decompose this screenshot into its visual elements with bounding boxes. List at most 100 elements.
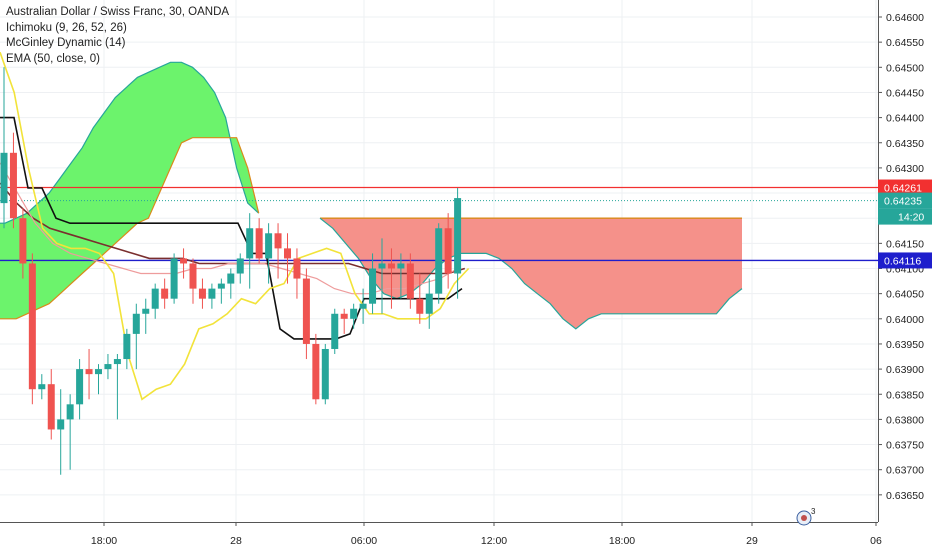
candle-body[interactable] [170, 258, 178, 299]
y-tick-label: 0.64150 [886, 238, 924, 250]
ichimoku-label[interactable]: Ichimoku (9, 26, 52, 26) [6, 21, 127, 34]
candle-body[interactable] [142, 308, 150, 314]
candle-body[interactable] [246, 228, 254, 259]
symbol-title[interactable]: Australian Dollar / Swiss Franc, 30, OAN… [6, 6, 230, 18]
candle-body[interactable] [416, 298, 424, 314]
candle-body[interactable] [132, 313, 140, 334]
candle-body[interactable] [454, 198, 462, 274]
candle-body[interactable] [9, 152, 17, 219]
x-tick-label: 06:00 [351, 535, 377, 547]
candle-body[interactable] [180, 258, 188, 264]
chart-logo-icon[interactable]: 3 [796, 507, 816, 526]
y-tick-label: 0.63750 [886, 440, 924, 452]
bear-cloud-bottom-line [319, 217, 743, 330]
candle-body[interactable] [321, 348, 329, 400]
x-tick-label: 12:00 [481, 535, 507, 547]
candle-body[interactable] [95, 369, 102, 375]
y-tick-label: 0.64600 [886, 12, 924, 24]
last-price-badge-text: 0.64235 [884, 196, 922, 208]
candle-body[interactable] [378, 263, 386, 269]
last-price-badge[interactable] [878, 192, 932, 209]
y-tick-label: 0.64550 [886, 37, 924, 49]
candle-body[interactable] [369, 268, 377, 304]
candle-body[interactable] [85, 369, 93, 375]
candle-body[interactable] [189, 263, 197, 289]
candle-body[interactable] [123, 333, 131, 360]
y-tick-label: 0.63850 [886, 389, 924, 401]
candle-body[interactable] [76, 369, 84, 405]
candle-body[interactable] [435, 228, 443, 294]
y-tick-label: 0.63800 [886, 414, 924, 426]
y-tick-label: 0.63900 [886, 364, 924, 376]
senkou-span-b-line [0, 137, 260, 320]
candle-body[interactable] [57, 419, 65, 430]
logo-badge-number: 3 [811, 507, 816, 516]
price-axis[interactable] [878, 0, 932, 550]
candle-body[interactable] [198, 288, 206, 299]
candle-body[interactable] [425, 293, 433, 314]
mcginley-label[interactable]: McGinley Dynamic (14) [6, 37, 126, 49]
candle-body[interactable] [113, 359, 121, 365]
candle-body[interactable] [387, 263, 395, 269]
countdown-badge[interactable] [878, 208, 932, 225]
candle-body[interactable] [0, 152, 8, 204]
candle-body[interactable] [331, 313, 339, 349]
y-tick-label: 0.63950 [886, 339, 924, 351]
blue-line-price-badge[interactable] [878, 252, 932, 269]
tenkan-line [0, 51, 470, 401]
ichimoku-cloud-bullish [0, 62, 259, 319]
x-tick-label: 18:00 [91, 535, 117, 547]
x-tick-label: 29 [746, 535, 758, 547]
candle-body[interactable] [28, 263, 36, 390]
candle-body[interactable] [265, 233, 273, 259]
candle-body[interactable] [227, 273, 235, 284]
y-tick-label: 0.64300 [886, 163, 924, 175]
x-tick-label: 18:00 [609, 535, 635, 547]
candle-body[interactable] [302, 278, 310, 344]
y-tick-label: 0.64000 [886, 314, 924, 326]
candle-body[interactable] [217, 283, 225, 289]
x-tick-label: 28 [230, 535, 242, 547]
ichimoku-cloud-bearish [320, 218, 742, 329]
y-tick-label: 0.64050 [886, 289, 924, 301]
candle-body[interactable] [38, 384, 46, 390]
candle-body[interactable] [236, 258, 244, 274]
candle-body[interactable] [19, 218, 27, 264]
candle-body[interactable] [350, 308, 358, 319]
candle-body[interactable] [284, 248, 291, 259]
logo-dot [801, 515, 807, 521]
candle-body[interactable] [151, 288, 159, 309]
countdown-text: 14:20 [898, 212, 924, 224]
y-tick-label: 0.64500 [886, 62, 924, 74]
candle-body[interactable] [397, 263, 405, 269]
ema-label[interactable]: EMA (50, close, 0) [6, 52, 100, 65]
red-line-price-badge[interactable] [878, 179, 932, 196]
senkou-span-a-line [0, 61, 260, 224]
candle-body[interactable] [293, 258, 301, 279]
mcginley-line [0, 162, 458, 295]
candle-body[interactable] [255, 228, 263, 259]
y-tick-label: 0.64450 [886, 87, 924, 99]
candle-body[interactable] [444, 228, 452, 274]
candle-body[interactable] [47, 384, 55, 430]
candle-body[interactable] [340, 313, 348, 319]
candle-body[interactable] [274, 233, 282, 249]
indicator-legend: Australian Dollar / Swiss Franc, 30, OAN… [6, 5, 229, 67]
y-tick-label: 0.63700 [886, 465, 924, 477]
candle-body[interactable] [161, 288, 169, 299]
candle-body[interactable] [208, 288, 216, 299]
candle-body[interactable] [66, 404, 74, 420]
candle-body[interactable] [359, 303, 367, 309]
blue-line-price-badge-text: 0.64116 [884, 255, 921, 267]
y-tick-label: 0.63650 [886, 490, 924, 502]
candle-body[interactable] [312, 343, 320, 400]
x-tick-label: 06 [870, 535, 882, 547]
candle-body[interactable] [406, 263, 414, 299]
kijun-line [0, 116, 463, 340]
y-tick-label: 0.64400 [886, 113, 924, 125]
y-tick-label: 0.64350 [886, 138, 924, 150]
candle-body[interactable] [104, 364, 112, 370]
red-line-price-badge-text: 0.64261 [884, 183, 922, 195]
